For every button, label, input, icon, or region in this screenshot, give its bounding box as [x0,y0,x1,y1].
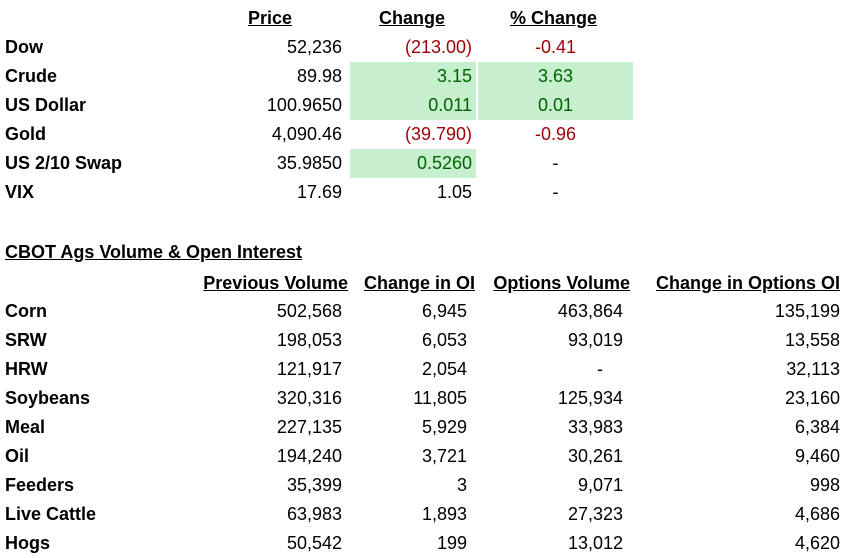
price-header: Price [248,8,293,28]
ags-commodity: HRW [5,359,48,379]
ags-change-oi: 6,945 [421,301,467,321]
markets-header-row: Price Change % Change [0,4,851,33]
change-header: Change [379,8,446,28]
ags-commodity: Meal [5,417,46,437]
ags-prev-volume: 502,568 [276,301,342,321]
ags-prev-volume: 35,399 [286,475,342,495]
market-change: 3.15 [350,62,476,91]
ags-change-oi: 3 [456,475,467,495]
change-options-oi-header: Change in Options OI [656,273,840,293]
market-change: 0.5260 [350,149,476,178]
ags-prev-volume: 320,316 [276,388,342,408]
ags-prev-volume: 227,135 [276,417,342,437]
market-name: US 2/10 Swap [5,153,123,173]
ags-change-options-oi: 6,384 [794,417,840,437]
ags-options-volume: 93,019 [567,330,623,350]
ags-row: HRW 121,917 2,054 - 32,113 [0,355,851,384]
market-row: US 2/10 Swap 35.9850 0.5260 - [0,149,851,178]
market-name: Crude [5,66,58,86]
market-price: 17.69 [296,182,342,202]
ags-row: SRW 198,053 6,053 93,019 13,558 [0,326,851,355]
ags-prev-volume: 198,053 [276,330,342,350]
market-row: Gold 4,090.46 (39.790) -0.96 [0,120,851,149]
ags-change-oi: 6,053 [421,330,467,350]
market-price: 4,090.46 [271,124,342,144]
options-volume-header: Options Volume [493,273,630,293]
market-row: VIX 17.69 1.05 - [0,178,851,207]
ags-commodity: Soybeans [5,388,91,408]
market-change: (213.00) [404,37,472,57]
ags-commodity: Live Cattle [5,504,97,524]
market-pct-change: 3.63 [478,62,633,91]
ags-row: Meal 227,135 5,929 33,983 6,384 [0,413,851,442]
ags-prev-volume: 50,542 [286,533,342,553]
ags-options-volume: 30,261 [567,446,623,466]
market-name: US Dollar [5,95,87,115]
market-price: 52,236 [286,37,342,57]
ags-change-options-oi: 9,460 [794,446,840,466]
ags-change-oi: 11,805 [413,388,467,408]
market-change: 1.05 [436,182,472,202]
market-name: VIX [5,182,35,202]
ags-change-options-oi: 135,199 [774,301,840,321]
ags-change-options-oi: 32,113 [786,359,840,379]
market-name: Gold [5,124,46,144]
ags-section-title: CBOT Ags Volume & Open Interest [5,242,303,262]
ags-options-volume: 33,983 [567,417,623,437]
ags-change-oi: 2,054 [421,359,467,379]
market-pct-change: -0.96 [534,124,577,144]
ags-change-oi: 3,721 [421,446,467,466]
pct-change-header: % Change [510,8,598,28]
ags-options-volume: 9,071 [577,475,623,495]
market-price: 35.9850 [276,153,342,173]
ags-row: Feeders 35,399 3 9,071 998 [0,471,851,500]
ags-prev-volume: 194,240 [276,446,342,466]
ags-options-volume: 125,934 [557,388,623,408]
change-oi-header: Change in OI [363,273,475,293]
ags-options-volume: 27,323 [567,504,623,524]
ags-change-options-oi: 4,620 [794,533,840,553]
ags-change-options-oi: 998 [809,475,840,495]
ags-change-oi: 1,893 [421,504,467,524]
market-pct-change: - [552,182,559,202]
market-price: 89.98 [296,66,342,86]
ags-row: Corn 502,568 6,945 463,864 135,199 [0,297,851,326]
ags-change-oi: 199 [436,533,467,553]
market-price: 100.9650 [266,95,342,115]
ags-commodity: Feeders [5,475,75,495]
market-pct-change: - [552,153,559,173]
ags-row: Soybeans 320,316 11,805 125,934 23,160 [0,384,851,413]
ags-row: Hogs 50,542 199 13,012 4,620 [0,529,851,558]
market-pct-change: 0.01 [478,91,633,120]
market-name: Dow [5,37,43,57]
ags-change-options-oi: 13,558 [784,330,840,350]
ags-prev-volume: 63,983 [286,504,342,524]
ags-commodity: Hogs [5,533,50,553]
ags-change-options-oi: 4,686 [794,504,840,524]
ags-change-oi: 5,929 [421,417,467,437]
ags-prev-volume: 121,917 [276,359,342,379]
ags-options-volume: - [597,359,603,379]
market-pct-change: -0.41 [534,37,577,57]
ags-header-row: Previous Volume Change in OI Options Vol… [0,269,851,298]
market-row: Dow 52,236 (213.00) -0.41 [0,33,851,62]
market-row: Crude 89.98 3.15 3.63 [0,62,851,91]
ags-commodity: Oil [5,446,30,466]
prev-volume-header: Previous Volume [203,273,348,293]
ags-commodity: Corn [5,301,47,321]
ags-row: Live Cattle 63,983 1,893 27,323 4,686 [0,500,851,529]
ags-row: Oil 194,240 3,721 30,261 9,460 [0,442,851,471]
market-change: (39.790) [404,124,472,144]
ags-change-options-oi: 23,160 [784,388,840,408]
ags-options-volume: 463,864 [557,301,623,321]
ags-options-volume: 13,012 [567,533,623,553]
market-change: 0.011 [350,91,476,120]
market-row: US Dollar 100.9650 0.011 0.01 [0,91,851,120]
ags-commodity: SRW [5,330,47,350]
